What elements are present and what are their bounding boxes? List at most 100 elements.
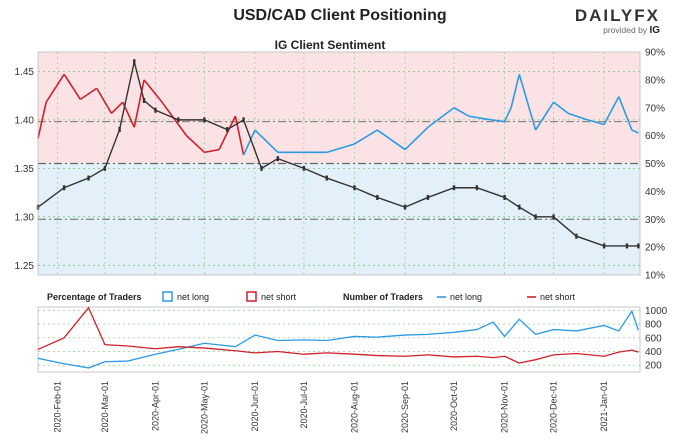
price-candle: [602, 243, 606, 249]
price-candle: [260, 165, 263, 171]
count-tick-label: 800: [645, 320, 662, 331]
legend-num-title: Number of Traders: [343, 292, 423, 302]
percent-tick-label: 90%: [645, 48, 665, 59]
price-candle: [118, 127, 121, 133]
x-tick-label: 2020-Dec-01: [549, 381, 559, 433]
legend-short-box: [246, 291, 257, 302]
price-candle: [376, 194, 379, 200]
price-candle: [452, 185, 456, 191]
x-tick-label: 2020-Apr-01: [150, 381, 160, 431]
top-panel-frame: [37, 51, 641, 276]
price-candle: [276, 156, 280, 162]
x-tick-label: 2021-Jan-01: [599, 381, 609, 432]
bottom-panel-frame: [37, 306, 641, 373]
brand-name: DAILYFX: [574, 6, 660, 25]
count-tick-label: 200: [645, 361, 662, 372]
positioning-line-segment: [427, 107, 455, 128]
positioning-line-segment: [242, 129, 256, 156]
price-tick-label: 1.45: [15, 67, 35, 78]
percent-tick-label: 20%: [645, 243, 665, 254]
price-candle: [353, 185, 356, 191]
x-tick-label: 2020-Mar-01: [100, 381, 110, 433]
positioning-line-segment: [326, 143, 355, 154]
price-tick-label: 1.40: [15, 115, 35, 126]
positioning-line-segment: [603, 96, 620, 125]
price-candle: [637, 243, 640, 249]
price-tick-label: 1.35: [15, 164, 35, 175]
positioning-line-segment: [96, 87, 113, 114]
legend-num-short: net short: [540, 292, 576, 302]
positioning-line-segment: [510, 74, 521, 108]
legend-pct-title: Percentage of Traders: [47, 292, 142, 302]
x-tick-label: 2020-Jul-01: [299, 381, 309, 429]
price-candle: [62, 185, 66, 191]
price-candle: [154, 107, 157, 113]
legend-num-long: net long: [450, 292, 482, 302]
positioning-line-segment: [618, 96, 633, 131]
price-line: [37, 61, 639, 247]
positioning-line-segment: [567, 112, 585, 120]
positioning-line-segment: [161, 101, 188, 137]
price-candle: [503, 194, 506, 200]
positioning-line-segment: [503, 107, 512, 123]
x-tick-label: 2020-Sep-01: [400, 381, 410, 433]
legend-pct-short: net short: [261, 292, 297, 302]
positioning-line-segment: [254, 129, 279, 153]
positioning-line-segment: [553, 101, 569, 114]
price-candle: [534, 214, 537, 220]
positioning-line-segment: [37, 101, 47, 139]
price-candle: [203, 117, 206, 123]
positioning-line-segment: [376, 129, 406, 151]
brand-provided-by: provided by IG: [603, 25, 660, 36]
price-candle: [177, 117, 180, 123]
positioning-line-segment: [218, 115, 237, 150]
price-candle: [103, 165, 107, 171]
positioning-line-segment: [234, 115, 245, 156]
positioning-line-segment: [45, 73, 65, 103]
positioning-line-segment: [484, 118, 505, 123]
positioning-line-segment: [79, 87, 98, 101]
percent-tick-label: 40%: [645, 187, 665, 198]
positioning-line-segment: [584, 118, 605, 126]
price-candle: [226, 127, 229, 133]
price-tick-label: 1.25: [15, 261, 35, 272]
price-candle: [87, 175, 90, 181]
positioning-line-segment: [404, 126, 429, 151]
percent-tick-label: 50%: [645, 159, 665, 170]
price-candle: [552, 214, 555, 220]
count-tick-label: 400: [645, 347, 662, 358]
chart-subtitle: IG Client Sentiment: [274, 38, 386, 52]
percent-tick-label: 30%: [645, 215, 665, 226]
price-candle: [575, 233, 578, 239]
price-tick-label: 1.30: [15, 212, 35, 223]
percent-tick-label: 70%: [645, 103, 665, 114]
price-candle: [625, 243, 629, 249]
price-candle: [426, 194, 430, 200]
count-tick-label: 1000: [645, 306, 668, 317]
net-long-count-line: [37, 309, 639, 369]
price-candle: [133, 59, 136, 65]
legend-pct-long: net long: [177, 292, 209, 302]
positioning-line-segment: [631, 129, 639, 134]
price-candle: [142, 97, 146, 103]
price-candle: [325, 175, 328, 181]
x-tick-label: 2020-Oct-01: [449, 381, 459, 431]
price-candle: [242, 117, 245, 123]
percent-tick-label: 10%: [645, 271, 665, 282]
x-tick-label: 2020-Nov-01: [500, 381, 510, 433]
positioning-line-segment: [468, 115, 486, 120]
dailyfx-logo: DAILYFX provided by IG: [575, 6, 660, 36]
price-candle: [518, 204, 521, 210]
x-tick-label: 2020-May-01: [199, 381, 209, 434]
legend-long-box: [162, 291, 173, 302]
price-candle: [403, 204, 407, 210]
count-tick-label: 600: [645, 333, 662, 344]
percent-tick-label: 60%: [645, 131, 665, 142]
positioning-line-segment: [143, 79, 163, 103]
positioning-line-segment: [185, 135, 205, 153]
positioning-line-segment: [110, 101, 124, 114]
positioning-line-segment: [63, 73, 82, 100]
positioning-line-segment: [133, 79, 145, 128]
chart-title: USD/CAD Client Positioning: [233, 7, 447, 24]
